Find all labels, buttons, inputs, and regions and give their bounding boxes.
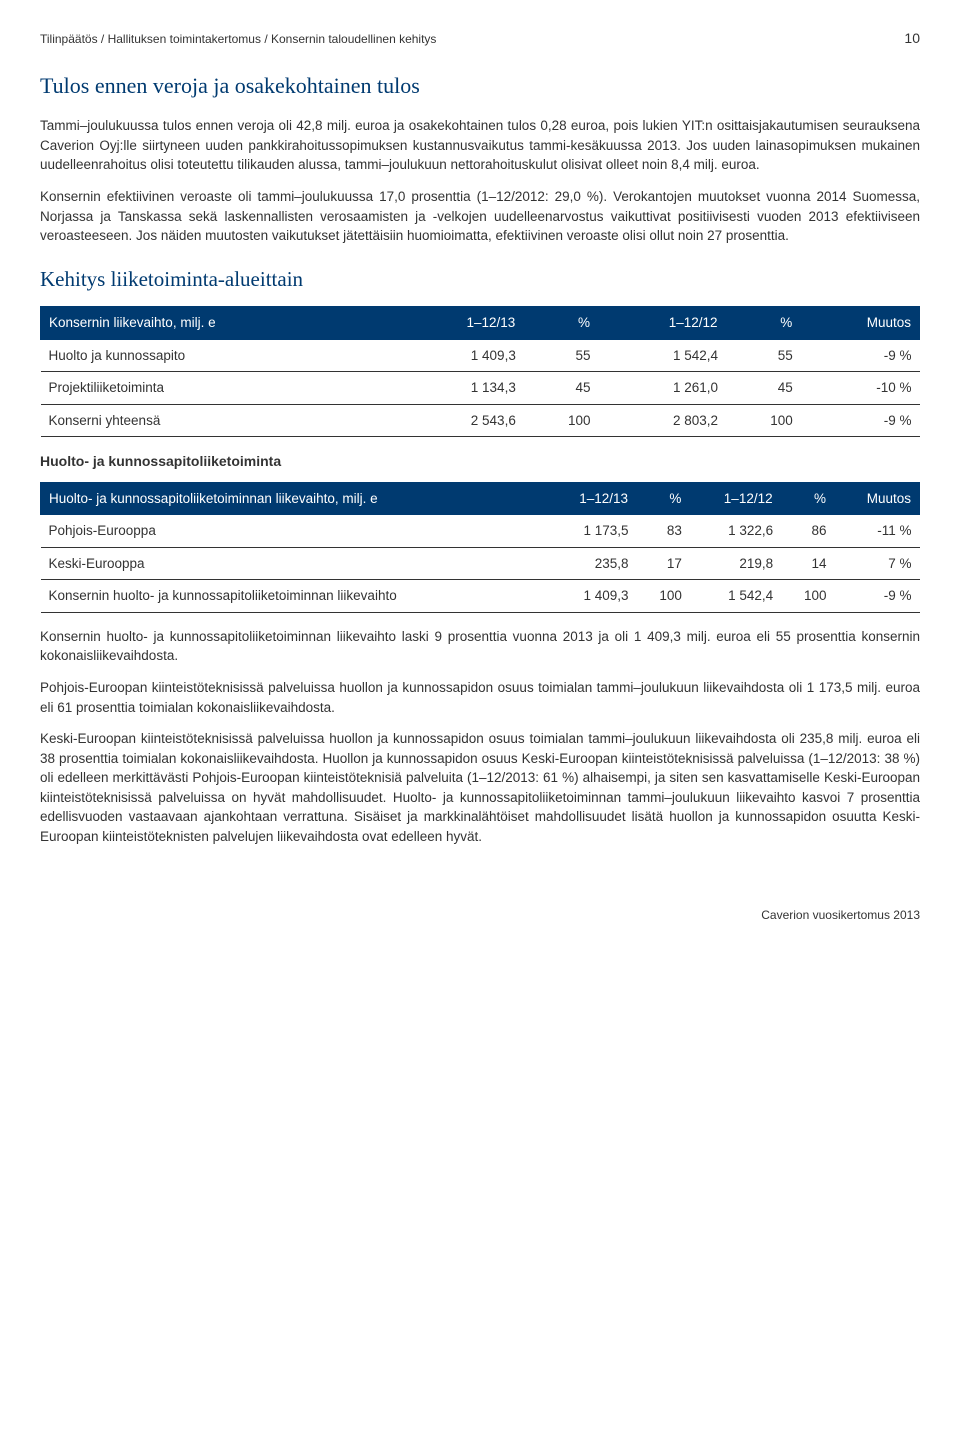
table-cell: 55 bbox=[726, 339, 801, 372]
table-cell: Pohjois-Eurooppa bbox=[41, 515, 546, 548]
table-header-row: Huolto- ja kunnossapitoliiketoiminnan li… bbox=[41, 482, 920, 515]
table-cell: 45 bbox=[524, 372, 599, 405]
table-cell: Huolto ja kunnossapito bbox=[41, 339, 397, 372]
table-cell: -9 % bbox=[801, 339, 920, 372]
col-header: 1–12/13 bbox=[545, 482, 636, 515]
table-cell: 14 bbox=[781, 547, 834, 580]
col-header: Huolto- ja kunnossapitoliiketoiminnan li… bbox=[41, 482, 546, 515]
body-paragraph: Pohjois-Euroopan kiinteistöteknisissä pa… bbox=[40, 678, 920, 717]
table-cell: 1 322,6 bbox=[690, 515, 781, 548]
table-cell: 1 409,3 bbox=[396, 339, 524, 372]
col-header: 1–12/12 bbox=[690, 482, 781, 515]
table-cell: 83 bbox=[637, 515, 690, 548]
table-cell: Konsernin huolto- ja kunnossapitoliiketo… bbox=[41, 580, 546, 613]
table-cell: -11 % bbox=[835, 515, 920, 548]
table-cell: Projektiliiketoiminta bbox=[41, 372, 397, 405]
col-header: % bbox=[726, 307, 801, 340]
table-cell: 1 173,5 bbox=[545, 515, 636, 548]
table-cell: 1 542,4 bbox=[690, 580, 781, 613]
col-header: 1–12/13 bbox=[396, 307, 524, 340]
table-cell: 100 bbox=[726, 404, 801, 437]
table-cell: Keski-Eurooppa bbox=[41, 547, 546, 580]
col-header: Muutos bbox=[835, 482, 920, 515]
revenue-table: Konsernin liikevaihto, milj. e 1–12/13 %… bbox=[40, 306, 920, 437]
section-title-tulos: Tulos ennen veroja ja osakekohtainen tul… bbox=[40, 70, 920, 102]
table-cell: 100 bbox=[781, 580, 834, 613]
col-header: 1–12/12 bbox=[599, 307, 727, 340]
table-cell: 86 bbox=[781, 515, 834, 548]
table-header-row: Konsernin liikevaihto, milj. e 1–12/13 %… bbox=[41, 307, 920, 340]
table-cell: -9 % bbox=[801, 404, 920, 437]
table-cell: 7 % bbox=[835, 547, 920, 580]
body-paragraph: Konsernin huolto- ja kunnossapitoliiketo… bbox=[40, 627, 920, 666]
table-cell: 1 134,3 bbox=[396, 372, 524, 405]
table-cell: 219,8 bbox=[690, 547, 781, 580]
table-cell: 100 bbox=[637, 580, 690, 613]
body-paragraph: Konsernin efektiivinen veroaste oli tamm… bbox=[40, 187, 920, 246]
subheading-huolto: Huolto- ja kunnossapitoliiketoiminta bbox=[40, 451, 920, 471]
table-cell: 100 bbox=[524, 404, 599, 437]
table-cell: 2 543,6 bbox=[396, 404, 524, 437]
table-cell: 1 409,3 bbox=[545, 580, 636, 613]
table-cell: 235,8 bbox=[545, 547, 636, 580]
col-header: % bbox=[637, 482, 690, 515]
page-number: 10 bbox=[904, 28, 920, 48]
table-row: Keski-Eurooppa235,817219,8147 % bbox=[41, 547, 920, 580]
table-cell: 17 bbox=[637, 547, 690, 580]
section-title-kehitys: Kehitys liiketoiminta-alueittain bbox=[40, 264, 920, 294]
col-header: % bbox=[524, 307, 599, 340]
table-cell: 2 803,2 bbox=[599, 404, 727, 437]
table-row: Huolto ja kunnossapito1 409,3551 542,455… bbox=[41, 339, 920, 372]
body-paragraph: Keski-Euroopan kiinteistöteknisissä palv… bbox=[40, 729, 920, 846]
service-revenue-table: Huolto- ja kunnossapitoliiketoiminnan li… bbox=[40, 482, 920, 613]
table-cell: -10 % bbox=[801, 372, 920, 405]
page-header: Tilinpäätös / Hallituksen toimintakertom… bbox=[40, 28, 920, 48]
table-cell: 55 bbox=[524, 339, 599, 372]
table-cell: 1 261,0 bbox=[599, 372, 727, 405]
table-cell: -9 % bbox=[835, 580, 920, 613]
table-row: Projektiliiketoiminta1 134,3451 261,045-… bbox=[41, 372, 920, 405]
table-cell: Konserni yhteensä bbox=[41, 404, 397, 437]
col-header: % bbox=[781, 482, 834, 515]
page-footer: Caverion vuosikertomus 2013 bbox=[40, 907, 920, 924]
col-header: Muutos bbox=[801, 307, 920, 340]
breadcrumb: Tilinpäätös / Hallituksen toimintakertom… bbox=[40, 31, 436, 48]
table-row: Konserni yhteensä2 543,61002 803,2100-9 … bbox=[41, 404, 920, 437]
table-row: Pohjois-Eurooppa1 173,5831 322,686-11 % bbox=[41, 515, 920, 548]
table-row: Konsernin huolto- ja kunnossapitoliiketo… bbox=[41, 580, 920, 613]
body-paragraph: Tammi–joulukuussa tulos ennen veroja oli… bbox=[40, 116, 920, 175]
col-header: Konsernin liikevaihto, milj. e bbox=[41, 307, 397, 340]
table-cell: 1 542,4 bbox=[599, 339, 727, 372]
table-cell: 45 bbox=[726, 372, 801, 405]
